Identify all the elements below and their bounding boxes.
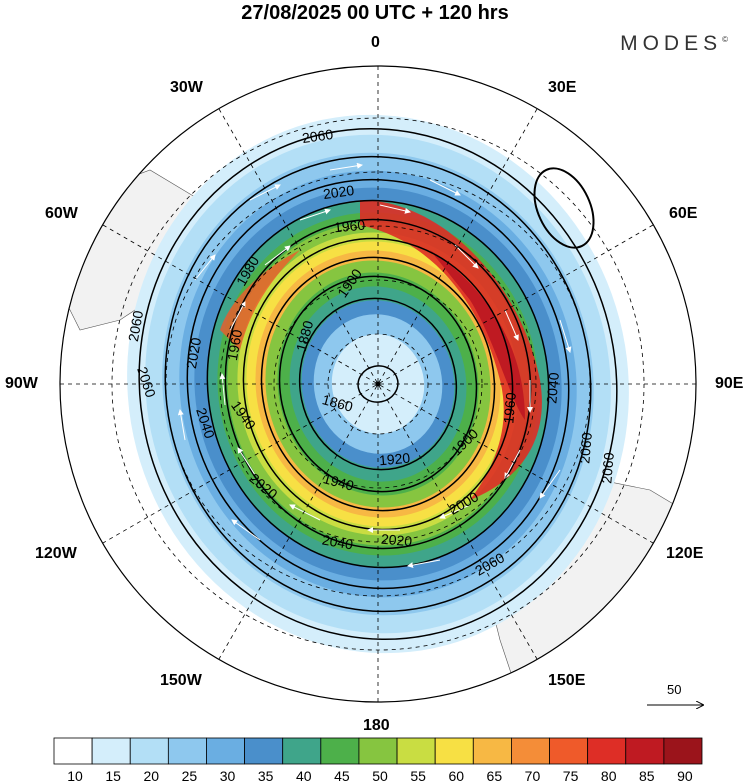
- colorbar-swatch: [282, 737, 322, 765]
- colorbar-tick-label: 80: [600, 768, 617, 784]
- label-lon-0: 0: [371, 34, 380, 51]
- colorbar-swatch: [663, 737, 703, 765]
- colorbar-tick-label: 90: [677, 768, 693, 784]
- graticule: [60, 66, 696, 702]
- colorbar-tick-label: 15: [105, 768, 121, 784]
- colorbar-tick-label: 20: [143, 768, 160, 784]
- colorbar-swatch: [396, 737, 436, 765]
- brand-text: MODES: [620, 32, 723, 55]
- colorbar-tick-label: 75: [562, 768, 579, 784]
- pole-marker: [375, 381, 381, 387]
- contour-label: 1960: [500, 391, 519, 425]
- label-lon-90w: 90W: [5, 375, 38, 392]
- contour-label: 1960: [333, 216, 366, 236]
- colorbar-swatch: [129, 737, 169, 765]
- label-lon-120e: 120E: [666, 545, 704, 562]
- contour-label: 2040: [543, 371, 562, 405]
- colorbar-tick-label: 85: [639, 768, 655, 784]
- colorbar-tick-label: 70: [524, 768, 541, 784]
- label-lon-30e: 30E: [548, 79, 577, 96]
- colorbar-tick-label: 55: [410, 768, 426, 784]
- label-lon-180: 180: [363, 717, 390, 734]
- colorbar-swatch: [587, 737, 627, 765]
- africa-contour: [533, 167, 595, 249]
- colorbar-tick-label: 10: [67, 768, 83, 784]
- label-lon-150e: 150E: [548, 672, 586, 689]
- colorbar-swatch: [320, 737, 360, 765]
- colorbar-tick-label: 35: [257, 768, 274, 784]
- colorbar-tick-label: 30: [219, 768, 236, 784]
- label-lon-60e: 60E: [669, 205, 698, 222]
- contour-label: 2060: [576, 431, 595, 465]
- colorbar-swatch: [91, 737, 131, 765]
- colorbar-swatch: [549, 737, 589, 765]
- height-contours: [138, 128, 618, 640]
- colorbar-tick-label: 65: [486, 768, 503, 784]
- colorbar-swatch: [206, 737, 245, 765]
- colorbar-tick-label: 40: [295, 768, 312, 784]
- wind-vectors: [177, 162, 572, 569]
- colorbar-tick-label: 60: [448, 768, 465, 784]
- colorbar-swatch: [472, 737, 512, 765]
- colorbar-swatch: [434, 737, 474, 765]
- label-lon-60w: 60W: [45, 205, 78, 222]
- brand-logo: MODES©: [620, 32, 728, 56]
- label-lon-120w: 120W: [35, 545, 77, 562]
- contour-label: 2060: [598, 451, 617, 485]
- colorbar-tick-label: 25: [181, 768, 198, 784]
- colorbar-swatch: [358, 737, 398, 765]
- colorbar: [53, 737, 703, 765]
- label-lon-90e: 90E: [715, 375, 744, 392]
- chart-title: 27/08/2025 00 UTC + 120 hrs: [241, 2, 509, 24]
- reference-vector-label: 50: [667, 682, 682, 697]
- colorbar-swatch: [53, 737, 93, 765]
- colorbar-swatch: [511, 737, 550, 765]
- colorbar-swatch: [244, 737, 284, 765]
- label-lon-30w: 30W: [170, 79, 203, 96]
- contour-label: 2020: [380, 530, 413, 550]
- label-lon-150w: 150W: [160, 672, 202, 689]
- colorbar-swatch: [625, 737, 665, 765]
- colorbar-tick-label: 50: [372, 768, 388, 784]
- colorbar-swatch: [167, 737, 207, 765]
- colorbar-tick-label: 45: [334, 768, 350, 784]
- jet-west-band: [220, 250, 300, 350]
- contour-label: 1920: [378, 449, 411, 469]
- brand-mark: ©: [722, 35, 728, 44]
